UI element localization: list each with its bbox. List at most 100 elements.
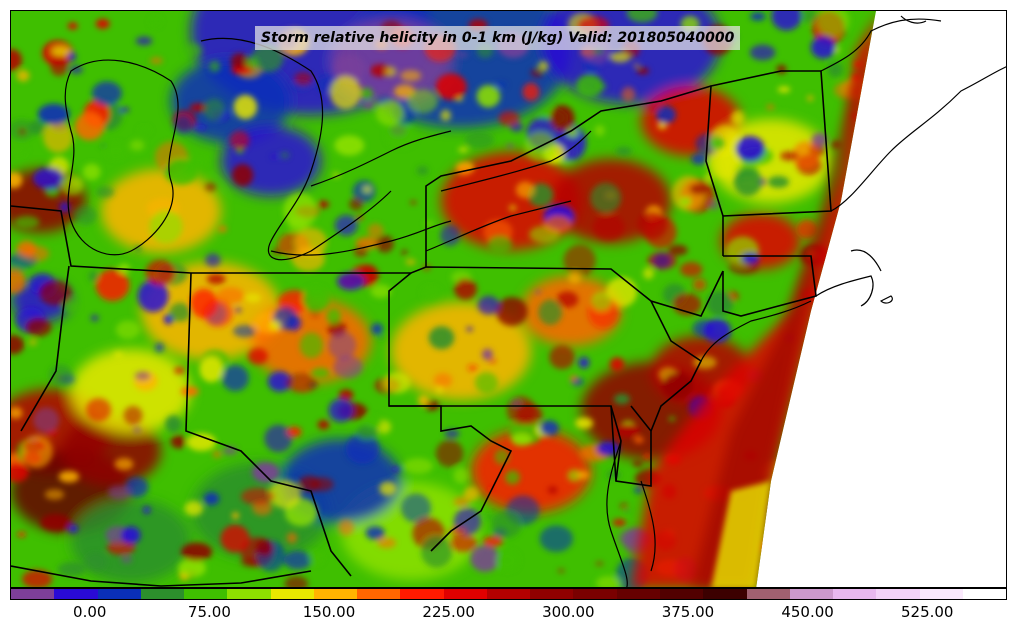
field-speckle <box>232 164 254 187</box>
field-speckle <box>50 57 68 76</box>
field-speckle <box>735 136 765 162</box>
field-speckle <box>453 496 470 507</box>
field-speckle <box>453 467 469 484</box>
field-speckle <box>416 166 429 176</box>
field-speckle <box>186 433 217 451</box>
field-speckle <box>17 532 26 537</box>
field-speckle <box>67 52 77 62</box>
field-speckle <box>336 272 365 291</box>
field-speckle <box>435 386 444 394</box>
field-speckle <box>516 404 543 426</box>
field-speckle <box>776 64 787 74</box>
field-speckle <box>283 192 317 229</box>
field-speckle <box>99 143 107 148</box>
field-speckle <box>653 253 671 269</box>
field-speckle <box>539 525 573 552</box>
field-speckle <box>95 269 130 302</box>
field-speckle <box>328 398 354 423</box>
field-speckle <box>22 569 53 587</box>
field-speckle <box>90 314 99 322</box>
colorbar-segment <box>876 589 920 599</box>
field-speckle <box>58 471 80 483</box>
field-speckle <box>370 64 391 77</box>
field-speckle <box>428 326 455 350</box>
field-speckle <box>467 364 478 372</box>
colorbar-segment <box>270 589 314 599</box>
field-speckle <box>817 11 850 37</box>
field-speckle <box>619 502 629 510</box>
field-speckle <box>334 135 365 156</box>
colorbar-segment <box>919 589 963 599</box>
colorbar-tick-label: 300.00 <box>542 603 595 621</box>
field-speckle <box>470 545 500 572</box>
field-speckle <box>632 460 643 467</box>
colorbar-segment <box>184 589 228 599</box>
field-speckle <box>338 519 355 536</box>
field-speckle <box>568 271 582 284</box>
field-speckle <box>132 426 142 434</box>
field-speckle <box>433 373 453 388</box>
field-speckle <box>424 221 435 227</box>
map-panel: Storm relative helicity in 0-1 km (J/kg)… <box>10 10 1007 588</box>
field-speckle <box>522 82 540 101</box>
field-speckle <box>22 440 46 453</box>
field-speckle <box>609 51 631 63</box>
colorbar-segment <box>530 589 574 599</box>
field-speckle <box>230 53 248 70</box>
field-speckle <box>95 18 110 29</box>
field-speckle <box>633 63 640 68</box>
field-speckle <box>24 245 50 262</box>
field-speckle <box>375 99 404 126</box>
field-speckle <box>107 485 132 500</box>
field-speckle <box>240 557 260 567</box>
coastlines <box>64 15 1006 587</box>
field-speckle <box>464 131 495 149</box>
field-speckle <box>481 348 493 361</box>
field-speckle <box>317 420 330 430</box>
colorbar-tick-label: 0.00 <box>73 603 107 621</box>
field-speckle <box>477 295 500 315</box>
field-speckle <box>299 332 324 359</box>
field-speckle <box>170 435 186 449</box>
field-speckle <box>634 487 644 494</box>
field-speckle <box>440 224 460 247</box>
colorbar-segment <box>97 589 141 599</box>
colorbar-tick-label: 450.00 <box>781 603 834 621</box>
field-speckle <box>360 87 373 100</box>
field-speckle <box>355 237 380 250</box>
field-speckle <box>668 416 676 421</box>
field-speckle <box>73 205 97 226</box>
field-speckle <box>483 536 503 547</box>
field-speckle <box>44 489 65 500</box>
field-speckle <box>74 112 105 141</box>
field-speckle <box>691 153 707 165</box>
field-speckle <box>534 290 542 294</box>
field-speckle <box>371 323 383 335</box>
field-speckle <box>449 527 467 536</box>
field-speckle <box>383 372 411 394</box>
field-speckle <box>466 326 473 332</box>
field-speckle <box>539 420 559 436</box>
field-speckle <box>96 186 115 198</box>
field-speckle <box>418 395 430 407</box>
map-title: Storm relative helicity in 0-1 km (J/kg)… <box>255 26 741 50</box>
field-speckle <box>235 307 242 313</box>
field-speckle <box>333 54 366 82</box>
field-speckle <box>487 235 513 254</box>
colorbar <box>10 588 1007 600</box>
field-speckle <box>609 357 625 372</box>
colorbar-segment <box>54 589 98 599</box>
field-speckle <box>267 371 292 392</box>
field-speckle <box>88 270 100 283</box>
field-speckle <box>605 277 638 308</box>
field-speckle <box>14 215 40 229</box>
field-speckle <box>435 439 464 468</box>
field-speckle <box>544 215 572 233</box>
field-speckle <box>233 324 257 338</box>
field-speckle <box>643 453 652 460</box>
field-speckle <box>370 284 392 299</box>
field-speckle <box>575 74 604 98</box>
field-speckle <box>578 357 590 369</box>
field-speckle <box>326 308 342 325</box>
field-speckle <box>149 16 161 27</box>
